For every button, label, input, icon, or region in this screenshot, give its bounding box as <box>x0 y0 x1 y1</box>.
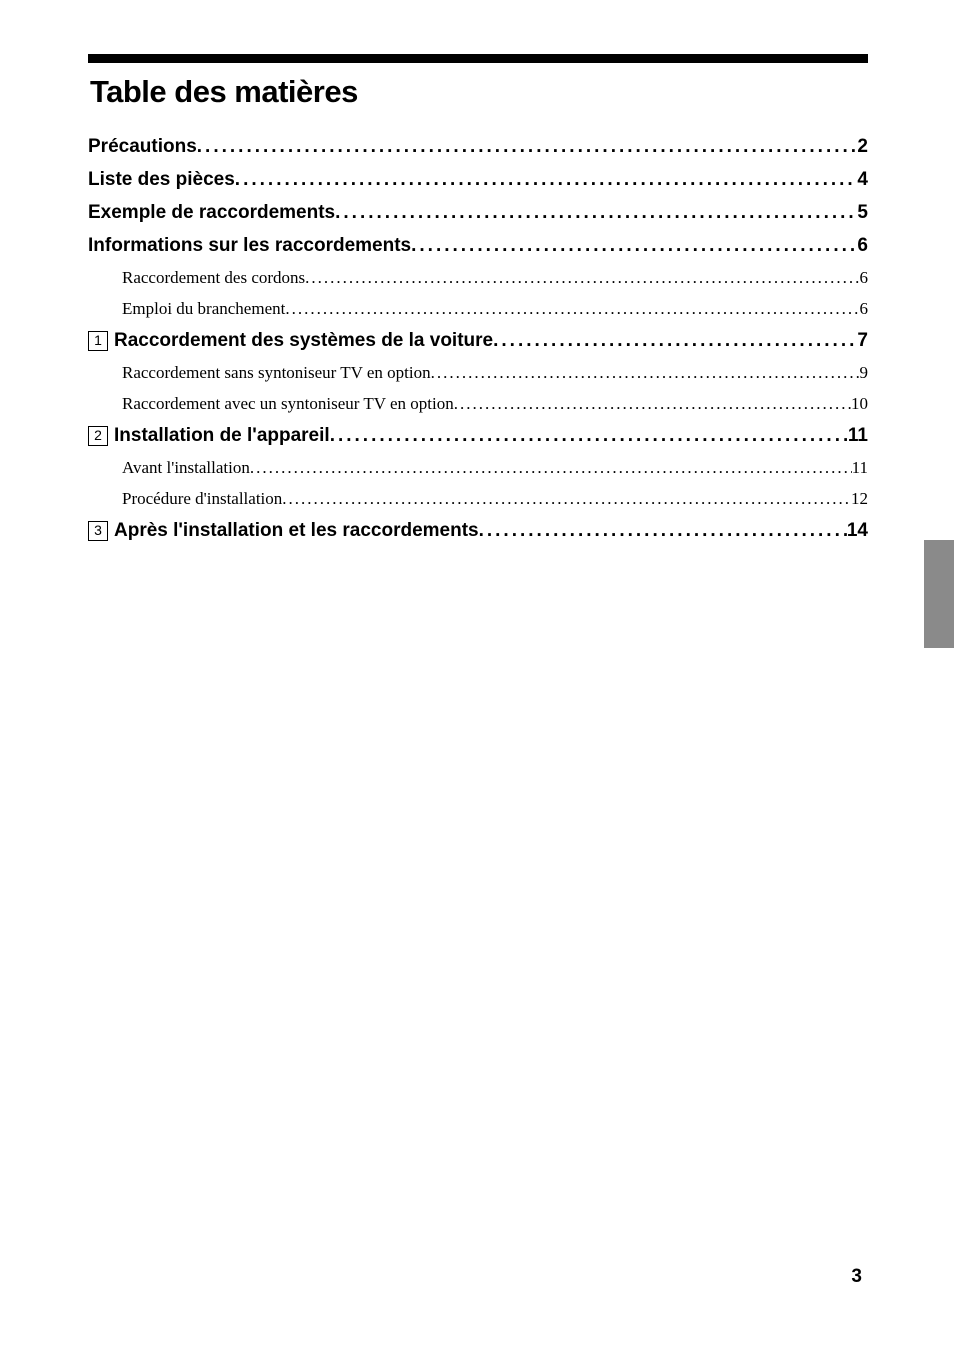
toc-leader: ........................................… <box>282 483 851 514</box>
toc-label-text: Précautions <box>88 136 197 157</box>
toc-leader: ........................................… <box>235 163 858 196</box>
toc-row: 2 Installation de l'appareil.............… <box>88 419 868 452</box>
section-number-box: 2 <box>88 426 108 446</box>
toc-label: Raccordement sans syntoniseur TV en opti… <box>88 357 431 388</box>
toc-label: 3 Après l'installation et les raccordemen… <box>88 514 479 547</box>
toc-label: Procédure d'installation <box>88 483 282 514</box>
toc-page-number: 9 <box>860 357 869 388</box>
toc-label: Emploi du branchement <box>88 293 285 324</box>
toc-label-text: Exemple de raccordements <box>88 202 335 223</box>
toc-leader: ........................................… <box>335 196 857 229</box>
toc-row: 3 Après l'installation et les raccordemen… <box>88 514 868 547</box>
toc-page-number: 12 <box>851 483 868 514</box>
toc-leader: ........................................… <box>250 452 852 483</box>
toc-page-number: 11 <box>852 452 868 483</box>
side-tab <box>924 540 954 648</box>
toc-leader: ........................................… <box>305 262 859 293</box>
toc-page-number: 4 <box>857 163 868 196</box>
toc-label-text: Après l'installation et les raccordement… <box>114 520 479 541</box>
toc-label: Raccordement avec un syntoniseur TV en o… <box>88 388 454 419</box>
toc-label-text: Raccordement sans syntoniseur TV en opti… <box>122 363 431 382</box>
toc-label: Exemple de raccordements <box>88 196 335 229</box>
toc-page-number: 14 <box>847 514 868 547</box>
toc-leader: ........................................… <box>197 130 858 163</box>
toc-label: Précautions <box>88 130 197 163</box>
toc-leader: ........................................… <box>330 419 848 452</box>
toc-row: Raccordement sans syntoniseur TV en opti… <box>88 357 868 388</box>
toc-label: 1 Raccordement des systèmes de la voiture <box>88 324 493 357</box>
toc-leader: ........................................… <box>285 293 859 324</box>
table-of-contents: Précautions.............................… <box>88 130 868 547</box>
toc-leader: ........................................… <box>479 514 847 547</box>
toc-row: Informations sur les raccordements......… <box>88 229 868 262</box>
toc-leader: ........................................… <box>493 324 857 357</box>
toc-row: Emploi du branchement...................… <box>88 293 868 324</box>
toc-label: Liste des pièces <box>88 163 235 196</box>
section-number-box: 3 <box>88 521 108 541</box>
toc-page-number: 6 <box>860 293 869 324</box>
toc-label-text: Emploi du branchement <box>122 299 285 318</box>
page: Table des matières Précautions..........… <box>0 0 954 1348</box>
toc-row: 1 Raccordement des systèmes de la voiture… <box>88 324 868 357</box>
toc-row: Exemple de raccordements................… <box>88 196 868 229</box>
toc-row: Liste des pièces........................… <box>88 163 868 196</box>
toc-row: Procédure d'installation................… <box>88 483 868 514</box>
toc-leader: ........................................… <box>454 388 851 419</box>
top-rule <box>88 54 868 63</box>
toc-row: Raccordement des cordons................… <box>88 262 868 293</box>
toc-label: 2 Installation de l'appareil <box>88 419 330 452</box>
toc-label-text: Raccordement des cordons <box>122 268 305 287</box>
toc-page-number: 10 <box>851 388 868 419</box>
toc-page-number: 7 <box>857 324 868 357</box>
toc-label-text: Liste des pièces <box>88 169 235 190</box>
toc-leader: ........................................… <box>431 357 860 388</box>
toc-page-number: 5 <box>857 196 868 229</box>
toc-row: Avant l'installation....................… <box>88 452 868 483</box>
toc-label: Avant l'installation <box>88 452 250 483</box>
toc-leader: ........................................… <box>411 229 857 262</box>
page-title: Table des matières <box>90 74 358 110</box>
toc-label-text: Raccordement avec un syntoniseur TV en o… <box>122 394 454 413</box>
section-number-box: 1 <box>88 331 108 351</box>
toc-label-text: Procédure d'installation <box>122 489 282 508</box>
toc-row: Précautions.............................… <box>88 130 868 163</box>
toc-page-number: 2 <box>857 130 868 163</box>
toc-label-text: Avant l'installation <box>122 458 250 477</box>
toc-page-number: 11 <box>848 419 868 452</box>
toc-label: Informations sur les raccordements <box>88 229 411 262</box>
toc-label-text: Informations sur les raccordements <box>88 235 411 256</box>
toc-page-number: 6 <box>857 229 868 262</box>
footer-page-number: 3 <box>851 1266 862 1288</box>
toc-row: Raccordement avec un syntoniseur TV en o… <box>88 388 868 419</box>
toc-page-number: 6 <box>860 262 869 293</box>
toc-label-text: Installation de l'appareil <box>114 425 330 446</box>
toc-label: Raccordement des cordons <box>88 262 305 293</box>
toc-label-text: Raccordement des systèmes de la voiture <box>114 330 493 351</box>
